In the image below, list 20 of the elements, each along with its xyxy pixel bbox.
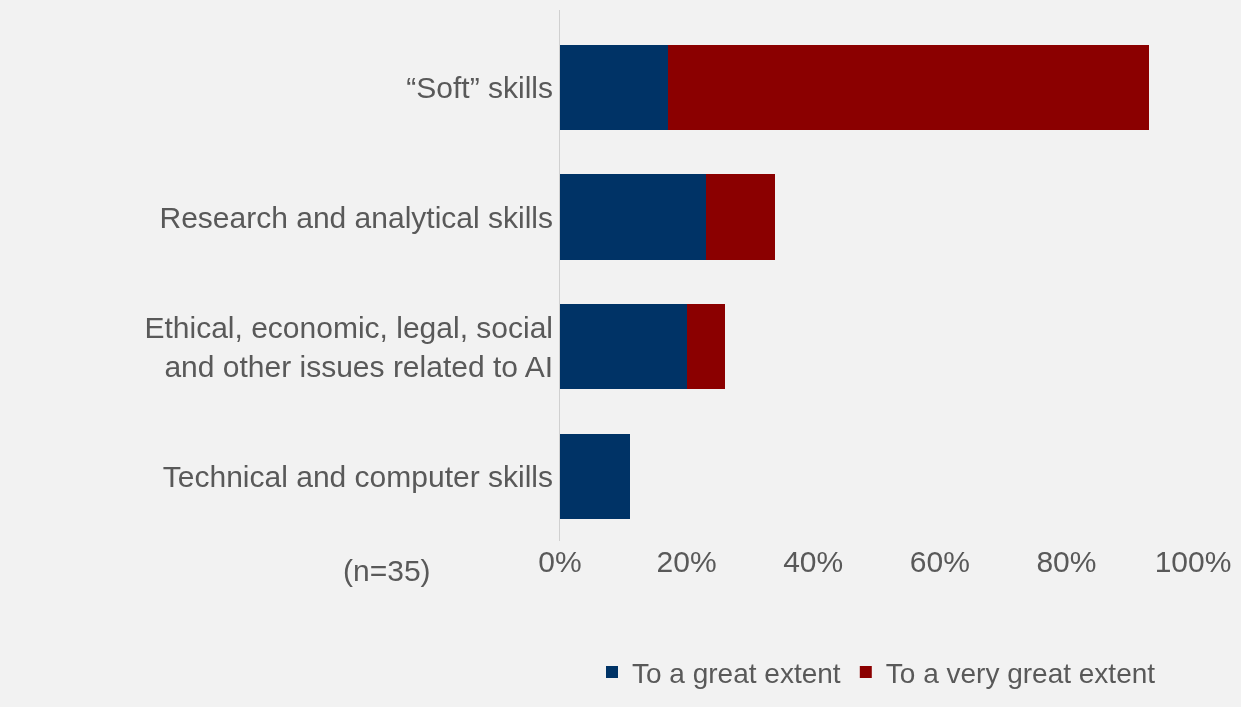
text: (n=35) [343,554,431,587]
bar [560,44,668,131]
y-tick-label: Research and analytical skills [159,200,553,234]
bar [667,44,1149,131]
x-tick-label: 60% [909,545,970,578]
y-tick-label: Ethical, economic, legal, social and other issues related to AI [144,310,553,383]
x-tick-label: 80% [1036,545,1097,578]
bar [560,433,630,519]
bar [560,174,706,260]
x-tick-label: 0% [538,545,582,578]
bar [560,303,687,390]
x-tick-label: 20% [656,545,717,578]
bar [686,303,725,390]
x-tick-label: 100% [1154,545,1232,578]
y-tick-label: Technical and computer skills [162,459,553,493]
bar [705,174,776,260]
legend-label: To a great extent [632,657,841,689]
legend-label: To a very great extent [885,657,1156,689]
y-tick-label: “Soft” skills [406,71,553,105]
x-tick-label: 40% [783,545,844,578]
